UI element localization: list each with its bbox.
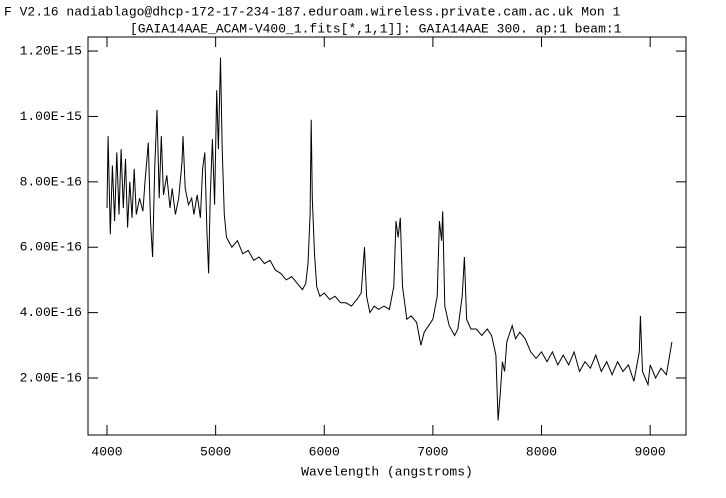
y-tick-label: 1.20E-15 <box>20 43 82 58</box>
x-axis-label: Wavelength (angstroms) <box>301 464 473 479</box>
chart-subtitle: [GAIA14AAE_ACAM-V400_1.fits[*,1,1]]: GAI… <box>130 21 622 36</box>
y-tick-label: 4.00E-16 <box>20 305 82 320</box>
chart-title: F V2.16 nadiablago@dhcp-172-17-234-187.e… <box>4 4 620 19</box>
spectrum-line <box>106 57 673 421</box>
x-tick-label: 6000 <box>309 444 340 459</box>
x-tick-label: 8000 <box>526 444 557 459</box>
y-tick-label: 6.00E-16 <box>20 240 82 255</box>
y-tick-label: 8.00E-16 <box>20 174 82 189</box>
plot-frame <box>87 36 687 436</box>
y-tick-label: 2.00E-16 <box>20 370 82 385</box>
x-tick-label: 4000 <box>91 444 122 459</box>
x-tick-label: 5000 <box>200 444 231 459</box>
x-tick-label: 9000 <box>635 444 666 459</box>
x-tick-label: 7000 <box>417 444 448 459</box>
y-tick-label: 1.00E-15 <box>20 109 82 124</box>
